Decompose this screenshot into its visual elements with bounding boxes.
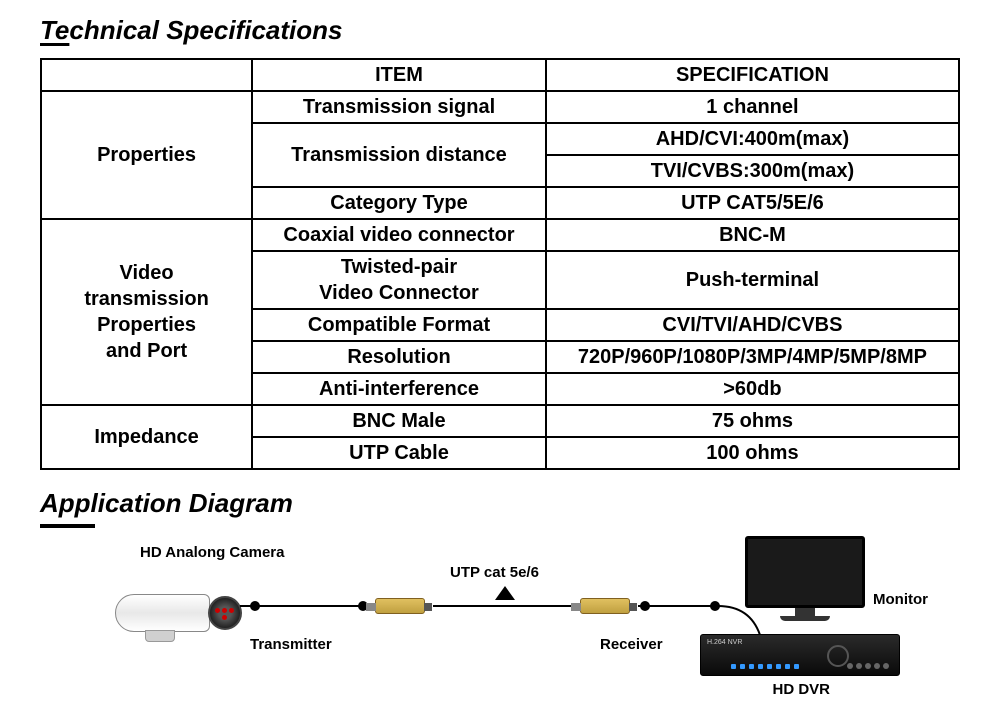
utp-label: UTP cat 5e/6	[450, 564, 539, 581]
cell-spec: >60db	[546, 373, 959, 405]
table-header-row: ITEM SPECIFICATION	[41, 59, 959, 91]
cell-item: Category Type	[252, 187, 546, 219]
camera-icon	[115, 584, 235, 636]
spec-table: ITEM SPECIFICATION Properties Transmissi…	[40, 58, 960, 470]
title-underlined: Te	[40, 15, 69, 45]
monitor-label: Monitor	[873, 591, 928, 608]
application-diagram: HD Analong Camera UTP cat 5e/6 Transmitt…	[40, 536, 960, 706]
cell-spec: 75 ohms	[546, 405, 959, 437]
header-spec: SPECIFICATION	[546, 59, 959, 91]
cell-item: Twisted-pairVideo Connector	[252, 251, 546, 309]
cell-spec: 720P/960P/1080P/3MP/4MP/5MP/8MP	[546, 341, 959, 373]
cell-spec: 100 ohms	[546, 437, 959, 469]
transmitter-label: Transmitter	[250, 636, 332, 653]
title-underline-bar	[40, 524, 95, 528]
utp-cable-segment	[433, 605, 580, 607]
table-row: VideotransmissionPropertiesand Port Coax…	[41, 219, 959, 251]
receiver-label: Receiver	[600, 636, 663, 653]
app-diagram-title: Application Diagram	[40, 488, 960, 519]
camera-label: HD Analong Camera	[140, 544, 284, 561]
group-video: VideotransmissionPropertiesand Port	[41, 219, 252, 405]
group-impedance: Impedance	[41, 405, 252, 469]
cell-spec: 1 channel	[546, 91, 959, 123]
balun-receiver-icon	[580, 598, 630, 614]
balun-transmitter-icon	[375, 598, 425, 614]
cell-spec: UTP CAT5/5E/6	[546, 187, 959, 219]
table-row: Properties Transmission signal 1 channel	[41, 91, 959, 123]
cell-spec: Push-terminal	[546, 251, 959, 309]
header-item: ITEM	[252, 59, 546, 91]
cell-item: Transmission signal	[252, 91, 546, 123]
table-row: Impedance BNC Male 75 ohms	[41, 405, 959, 437]
cell-item: Resolution	[252, 341, 546, 373]
cable-segment	[240, 605, 375, 607]
cell-spec: BNC-M	[546, 219, 959, 251]
group-properties: Properties	[41, 91, 252, 219]
cell-spec: TVI/CVBS:300m(max)	[546, 155, 959, 187]
header-blank	[41, 59, 252, 91]
app-diagram-title-wrap: Application Diagram	[40, 488, 960, 528]
monitor-icon	[745, 536, 865, 621]
arrow-up-icon	[495, 586, 515, 600]
cell-item: BNC Male	[252, 405, 546, 437]
cell-item: Anti-interference	[252, 373, 546, 405]
cell-spec: AHD/CVI:400m(max)	[546, 123, 959, 155]
cell-item: Transmission distance	[252, 123, 546, 187]
bnc-connector-icon	[250, 601, 260, 611]
cell-item: Coaxial video connector	[252, 219, 546, 251]
dvr-model-text: H.264 NVR	[707, 639, 742, 646]
tech-spec-title: Technical Specifications	[40, 15, 960, 46]
dvr-icon: H.264 NVR	[700, 634, 900, 676]
title-rest: chnical Specifications	[69, 15, 342, 45]
cell-item: UTP Cable	[252, 437, 546, 469]
cell-spec: CVI/TVI/AHD/CVBS	[546, 309, 959, 341]
bnc-connector-icon	[640, 601, 650, 611]
cell-item: Compatible Format	[252, 309, 546, 341]
dvr-label: HD DVR	[772, 681, 830, 698]
